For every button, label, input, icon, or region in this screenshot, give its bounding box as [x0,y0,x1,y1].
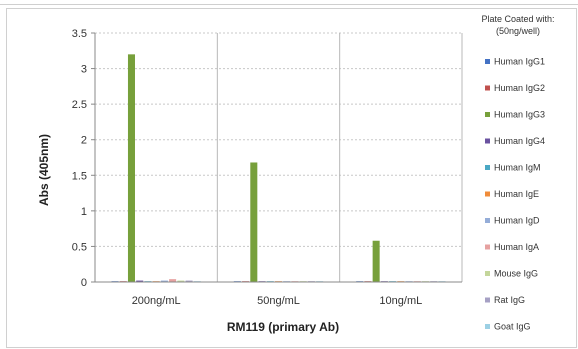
bar-human-igd-0 [160,280,168,282]
legend-label-4: Human IgM [494,163,541,173]
legend-label-0: Human IgG1 [494,57,545,67]
y-axis-title: Abs (405nm) [37,134,51,206]
legend-swatch-3 [485,138,490,144]
x-axis: 200ng/mL 50ng/mL 10ng/mL [95,281,462,307]
legend-label-1: Human IgG2 [494,83,545,93]
legend-swatch-7 [485,244,490,250]
legend-label-10: Goat IgG [494,322,531,332]
legend-swatch-2 [485,112,490,117]
x-tick-label-1: 50ng/mL [257,295,300,307]
y-tick-label-4: 2 [81,135,87,147]
legend-title-line-2: (50ng/well) [496,26,540,36]
legend-swatch-5 [485,191,490,197]
legend-label-5: Human IgE [494,189,539,199]
legend-label-6: Human IgD [494,216,540,226]
legend-swatch-0 [485,59,490,64]
bar-human-igg4-0 [136,280,144,282]
chart-frame [6,8,577,348]
legend-swatch-8 [485,271,490,276]
bar-human-igg3-2 [372,240,380,282]
bar-human-iga-0 [169,279,177,282]
y-tick-label-0: 0 [81,277,87,289]
bar-human-igg3-1 [250,162,258,282]
bar-human-igg3-0 [127,54,135,282]
legend-swatch-4 [485,165,490,170]
legend-swatch-9 [485,297,490,303]
y-tick-label-5: 2.5 [72,99,87,111]
x-tick-label-0: 200ng/mL [132,295,181,307]
legend-label-3: Human IgG4 [494,136,545,146]
y-axis: 0 0.5 1 1.5 2 2.5 3 3.5 [72,28,96,289]
y-tick-label-6: 3 [81,64,87,76]
y-tick-label-3: 1.5 [72,170,87,182]
plot-background [95,33,462,282]
legend-swatch-1 [485,85,490,91]
legend-label-9: Rat IgG [494,295,525,305]
y-tick-label-1: 0.5 [72,241,87,253]
legend-swatch-6 [485,218,490,223]
legend-swatch-10 [485,324,490,329]
bar-mouse-igg-0 [177,280,185,282]
legend-title-line-1: Plate Coated with: [481,14,554,24]
y-tick-label-2: 1 [81,206,87,218]
plot-area [95,32,463,282]
bar-rat-igg-0 [185,280,193,282]
legend-label-8: Mouse IgG [494,269,538,279]
legend-label-2: Human IgG3 [494,110,545,120]
legend-label-7: Human IgA [494,242,539,252]
x-axis-title: RM119 (primary Ab) [227,320,339,334]
y-tick-label-7: 3.5 [72,28,87,40]
legend: Human IgG1 Human IgG2 Human IgG3 Human IgG4… [485,57,545,332]
x-tick-label-2: 10ng/mL [379,295,422,307]
